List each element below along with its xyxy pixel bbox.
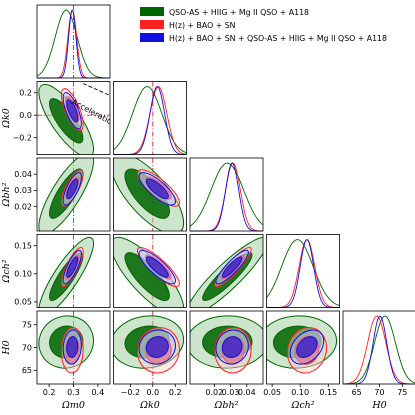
contour-panel-Ob-Oc [190, 236, 263, 308]
panel-frame [36, 157, 111, 232]
x-tick-label: 0.10 [291, 388, 309, 397]
y-tick-label: 0.0 [19, 111, 32, 120]
y-tick-label: 0.04 [14, 170, 32, 179]
y-tick-label: 75 [22, 320, 32, 329]
y-axis-label-H0: H0 [1, 340, 12, 355]
x-tick-label: 0.4 [91, 388, 104, 397]
panel-frame [113, 234, 187, 308]
panel-frame [189, 234, 264, 308]
panel-frame [266, 310, 340, 385]
legend-swatch-series-1 [140, 7, 164, 16]
contour-panel-Om-H0 [38, 311, 94, 384]
panel-frame [189, 310, 264, 385]
posterior-curve-series-1 [266, 239, 340, 307]
x-tick-label: 0.15 [319, 388, 337, 397]
y-tick-label: 0.05 [14, 298, 32, 307]
posterior-panel-Oc [266, 239, 340, 308]
panel-frame [266, 234, 340, 308]
x-tick-label: 0.03 [222, 388, 240, 397]
panel-frame [36, 4, 111, 79]
legend: QSO-AS + HIIG + Mg II QSO + A118 H(z) + B… [140, 7, 387, 43]
legend-label-series-1: QSO-AS + HIIG + Mg II QSO + A118 [169, 8, 309, 17]
posterior-panel-Om [36, 5, 111, 79]
contour-panel-Ok-H0 [113, 311, 185, 384]
posterior-panel-Ok [113, 81, 187, 155]
contour-1sigma-series-3 [66, 256, 79, 278]
posterior-curve-series-1 [189, 162, 264, 227]
y-tick-label: −0.2 [13, 133, 32, 142]
panel-frame [36, 234, 111, 308]
posterior-curve-series-1 [113, 86, 187, 154]
x-tick-label: 75 [397, 388, 407, 397]
contour-panel-Oc-H0 [266, 315, 338, 374]
x-tick-label: −0.2 [121, 388, 140, 397]
panel-frame [342, 310, 415, 385]
contour-panel-Om-Ok: Acceleration [37, 81, 110, 155]
legend-swatch-series-2 [140, 20, 164, 29]
x-axis-label-Ok: Ωk0 [139, 400, 160, 411]
x-tick-label: 0.02 [205, 388, 223, 397]
x-axis-label-Om: Ωm0 [61, 400, 85, 411]
x-axis-label-Oc: Ωch² [290, 400, 314, 411]
legend-swatch-series-3 [140, 33, 164, 42]
panel-frame [113, 310, 187, 385]
posterior-panel-Ob [189, 162, 264, 232]
y-axis-label-Ok: Ωk0 [1, 108, 12, 129]
contour-1sigma-series-3 [221, 336, 243, 358]
contour-panel-Ob-H0 [190, 315, 263, 374]
panel-frame [189, 157, 264, 232]
x-axis-label-Ob: Ωbh² [214, 400, 239, 411]
panels-layer: Acceleration 0.2 0.3 0.4 Ωm0 −0.2 0.0 0.2 Ωk0 0.0… [1, 4, 415, 411]
x-tick-label: 0.3 [67, 388, 80, 397]
x-axis-label-H0: H0 [371, 400, 386, 411]
x-tick-label: 70 [374, 388, 384, 397]
y-tick-label: 0.10 [14, 270, 32, 279]
y-tick-label: 65 [22, 366, 32, 375]
posterior-curve-series-1 [342, 315, 415, 385]
posterior-curve-series-3 [190, 162, 263, 232]
contour-1sigma-series-3 [66, 99, 79, 123]
y-tick-label: 0.2 [19, 89, 32, 98]
panel-frame [113, 81, 187, 155]
acceleration-boundary [82, 83, 110, 96]
contour-1sigma-series-3 [66, 336, 79, 358]
contour-1sigma-series-3 [296, 336, 318, 358]
legend-label-series-3: H(z) + BAO + SN + QSO-AS + HIIG + Mg II … [169, 34, 387, 43]
contour-1sigma-series-3 [145, 256, 169, 278]
y-tick-label: 0.02 [14, 202, 32, 211]
x-tick-label: 0.0 [146, 388, 159, 397]
contour-panel-Ok-Ob [113, 158, 185, 231]
legend-label-series-2: H(z) + BAO + SN [169, 21, 236, 30]
contour-panel-Ok-Oc [113, 234, 185, 308]
posterior-curve-series-1 [36, 9, 111, 79]
contour-1sigma-series-3 [66, 178, 79, 200]
contour-1sigma-series-3 [145, 336, 169, 358]
y-axis-label-Oc: Ωch² [1, 259, 12, 283]
y-tick-label: 0.15 [14, 242, 32, 251]
panel-frame [113, 157, 187, 232]
contour-1sigma-series-3 [145, 178, 169, 200]
panel-frame [36, 81, 111, 155]
posterior-panel-H0 [342, 315, 415, 385]
posterior-curve-series-2 [190, 162, 264, 232]
contour-1sigma-series-3 [221, 256, 243, 278]
x-tick-label: 0.2 [169, 388, 182, 397]
y-tick-label: 0.03 [14, 186, 32, 195]
y-tick-label: 70 [22, 343, 32, 352]
x-tick-label: 65 [352, 388, 362, 397]
x-tick-label: 0.2 [43, 388, 56, 397]
posterior-curve-series-2 [342, 315, 415, 385]
contour-panel-Om-Oc [38, 234, 94, 308]
contour-panel-Om-Ob [38, 158, 94, 231]
x-tick-label: 0.05 [263, 388, 281, 397]
x-tick-label: 0.04 [238, 388, 256, 397]
y-axis-label-Ob: Ωbh² [1, 182, 12, 207]
